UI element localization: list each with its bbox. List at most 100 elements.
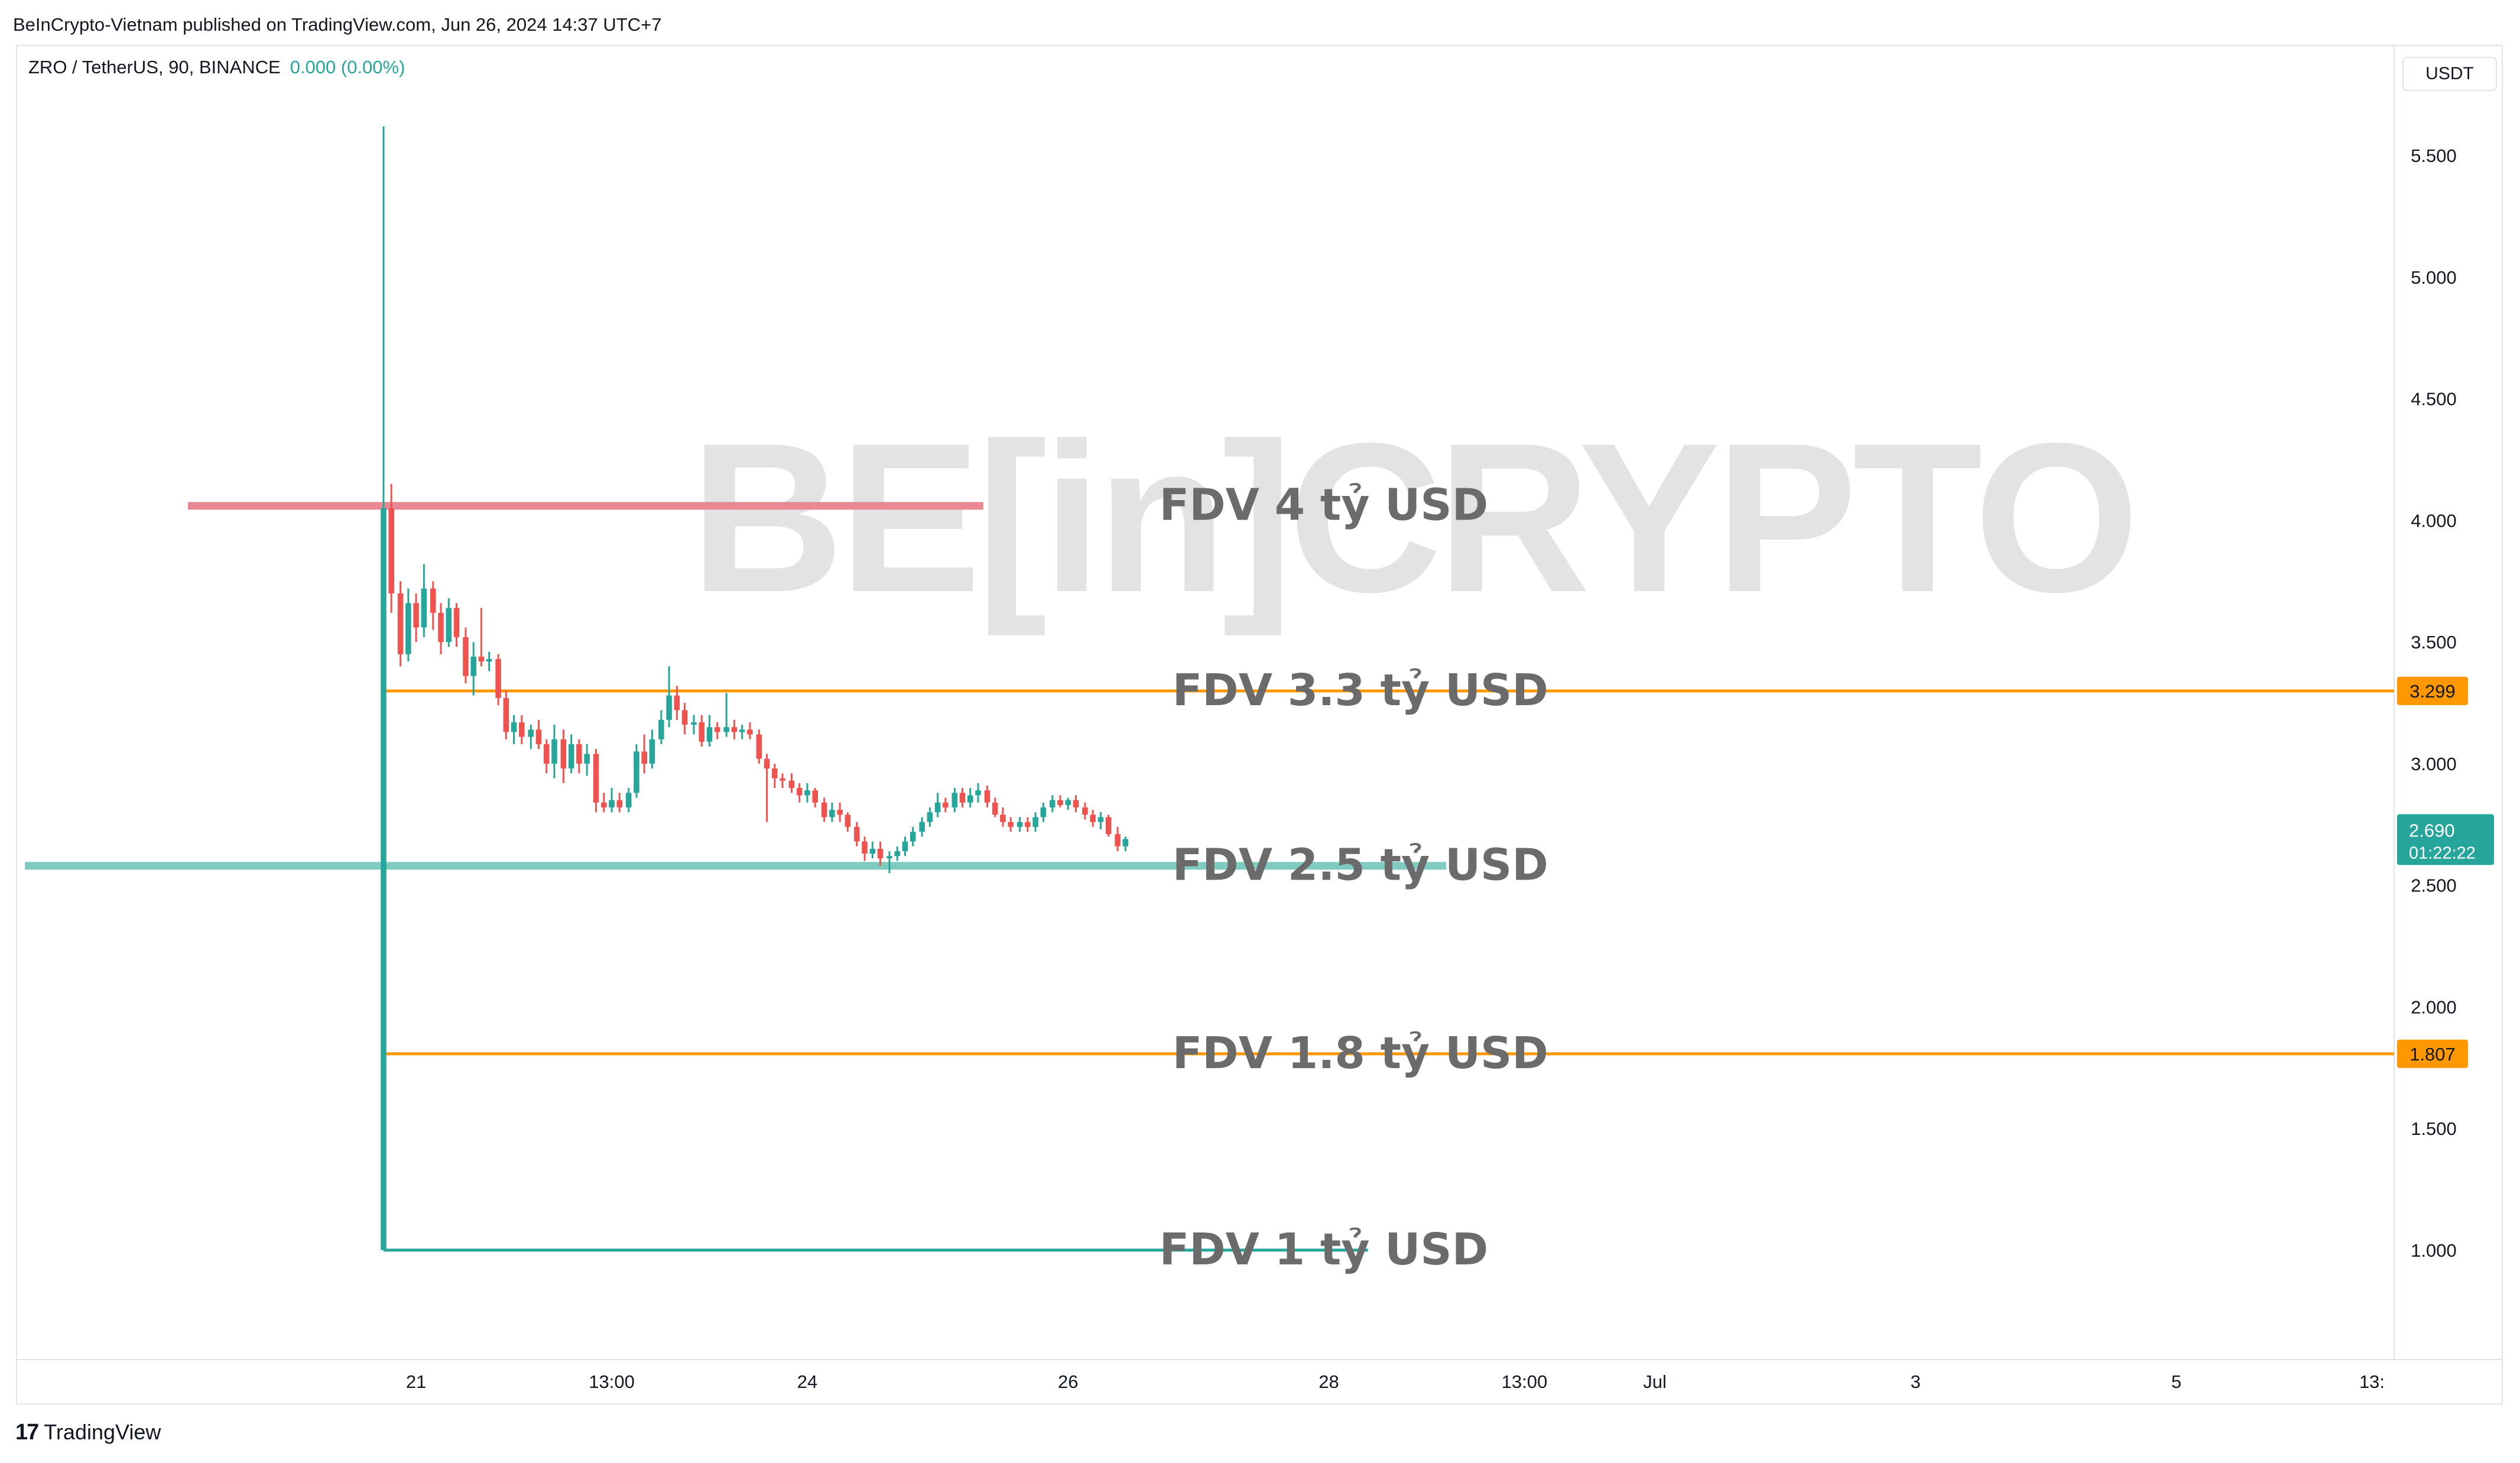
candle-body (397, 593, 404, 654)
candle-body (1008, 822, 1014, 827)
y-tick-label: 1.500 (2411, 1118, 2457, 1139)
candle-body (649, 739, 655, 764)
x-tick-label: 13:00 (589, 1371, 635, 1392)
y-tick-label: 4.500 (2411, 389, 2457, 410)
tradingview-brand: TradingView (44, 1420, 161, 1444)
candle-body (543, 744, 550, 764)
candle-body (381, 508, 387, 1250)
candle-body (699, 722, 705, 742)
candle-body (780, 778, 785, 781)
candle-body (584, 754, 590, 764)
candle-body (837, 810, 843, 815)
footer-branding[interactable]: 17 TradingView (15, 1417, 161, 1447)
candle-body (519, 722, 525, 737)
candle-body (634, 751, 639, 793)
candle-body (731, 727, 738, 732)
x-tick-label: 5 (2171, 1371, 2181, 1392)
current-price-value: 2.690 (2409, 820, 2455, 841)
tradingview-logo-icon: 17 (15, 1419, 39, 1445)
candle-body (747, 729, 753, 735)
candle-body (430, 588, 436, 613)
candle-body (495, 658, 501, 698)
candle-body (691, 722, 697, 725)
candle-body (1040, 807, 1047, 818)
x-tick-label: 13: (2359, 1371, 2385, 1392)
level-label-4: FDV 1 tỷ USD (1160, 1224, 1488, 1275)
candle-body (772, 768, 778, 778)
candle-body (453, 608, 460, 637)
candle-body (877, 848, 884, 859)
candle-body (756, 734, 762, 759)
level-labels: FDV 4 tỷ USD FDV 3.3 tỷ USD FDV 2.5 tỷ USD… (1160, 480, 1548, 1275)
y-tick-label: 1.000 (2411, 1240, 2457, 1261)
candle-body (666, 695, 672, 720)
candle-body (405, 603, 411, 654)
candle-body (992, 802, 998, 815)
watermark: BE[in]CRYPTO (690, 399, 2135, 638)
level-label-1: FDV 3.3 tỷ USD (1173, 665, 1548, 716)
candle-body (528, 729, 534, 737)
candle-body (1105, 817, 1112, 835)
candle-body (1017, 822, 1023, 827)
candle-body (1097, 817, 1104, 822)
current-price-tag (2397, 814, 2494, 865)
currency-selector[interactable]: USDT (2402, 57, 2497, 91)
price-axis[interactable]: 5.500 5.000 4.500 4.000 3.500 3.000 2.500 2.000… (2397, 145, 2494, 1261)
candle-body (568, 744, 574, 769)
symbol-legend[interactable]: ZRO / TetherUS, 90, BINANCE 0.000 (0.00%) (28, 57, 405, 78)
candle-body (1082, 807, 1088, 815)
candle-body (463, 637, 469, 676)
x-tick-label: 3 (1911, 1371, 1921, 1392)
candle-body (438, 612, 444, 643)
level-label-0: FDV 4 tỷ USD (1160, 480, 1488, 531)
candle-body (943, 802, 949, 807)
y-tick-label: 4.000 (2411, 510, 2457, 531)
chart-frame (16, 45, 2503, 1404)
candle-body (681, 710, 688, 725)
candle-body (388, 508, 394, 593)
x-tick-label: Jul (1643, 1371, 1667, 1392)
candle-body (821, 802, 827, 818)
candle-body (902, 841, 908, 852)
level-price-tag (2397, 676, 2468, 705)
candle-body (845, 815, 851, 827)
candle-body (658, 719, 664, 739)
symbol-change: 0.000 (0.00%) (290, 57, 405, 77)
candle-body (535, 729, 542, 744)
candle-body (869, 848, 876, 854)
level-label-3: FDV 1.8 tỷ USD (1173, 1028, 1548, 1079)
current-price-countdown: 01:22:22 (2409, 844, 2476, 862)
x-tick-label: 26 (1058, 1371, 1078, 1392)
candle-body (975, 790, 981, 796)
symbol-title[interactable]: ZRO / TetherUS, 90, BINANCE (28, 57, 281, 77)
publisher-header: BeInCrypto-Vietnam published on TradingV… (13, 14, 662, 35)
candle-body (1049, 800, 1056, 807)
candle-body (511, 722, 517, 732)
time-axis[interactable]: 21 13:00 24 26 28 13:00 Jul 3 5 13: (406, 1371, 2385, 1392)
candle-body (723, 727, 729, 732)
level-price-tag-label: 3.299 (2409, 681, 2456, 702)
candle-body (886, 856, 892, 859)
level-price-tag (2397, 1039, 2468, 1068)
candle-body (560, 739, 567, 769)
candle-body (984, 790, 991, 803)
x-tick-label: 24 (797, 1371, 817, 1392)
candle-body (894, 851, 900, 857)
candle-body (919, 822, 925, 832)
candle-body (764, 758, 770, 769)
candle-body (714, 727, 720, 732)
candle-body (967, 795, 973, 803)
candle-body (862, 841, 868, 854)
candle-body (952, 793, 958, 807)
candle-body (446, 608, 452, 643)
candle-body (854, 826, 860, 842)
candle-body (470, 656, 476, 676)
candle-body (641, 751, 647, 764)
candle-body (1065, 800, 1071, 805)
candle-body (1025, 822, 1031, 827)
candle-body (910, 832, 916, 842)
candle-body (927, 812, 933, 822)
candle-body (503, 698, 509, 732)
y-tick-label: 3.500 (2411, 632, 2457, 653)
